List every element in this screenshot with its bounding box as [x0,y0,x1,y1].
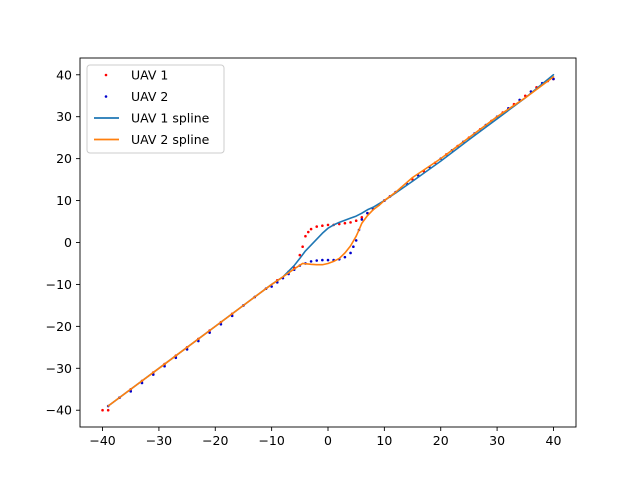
uav-1-point [315,225,319,228]
uav-1-point [343,221,347,225]
x-tick-label: −20 [202,433,228,448]
uav-1-point [360,216,364,219]
uav-2-point [326,258,330,262]
legend-box [86,64,225,154]
uav-1-point [304,234,307,238]
y-tick-label: 20 [56,151,72,166]
legend: UAV 1 UAV 2 UAV 1 spline UAV 2 spline [86,64,225,154]
uav-2-point [343,255,347,259]
uav-2-point [360,218,364,221]
uav-2-point [354,239,358,242]
uav-1-point [354,219,358,222]
uav-2-point [349,251,352,255]
legend-marker-uav-1 [104,73,108,77]
uav-1-point [298,253,302,257]
y-tick-label: 40 [56,67,72,82]
uav-2-point [366,211,369,215]
uav-2-point [309,260,313,263]
y-tick-label: 30 [56,109,72,124]
y-tick-label: −40 [46,403,72,418]
y-tick-label: 10 [56,193,72,208]
uav-2-point [321,258,324,262]
y-tick-label: −20 [46,319,72,334]
uav-1-point [306,230,310,234]
y-tick-label: 0 [64,235,72,250]
plot-clip-group [101,73,555,412]
y-tick-label: −30 [46,361,72,376]
uav-1-point [101,408,104,412]
uav-2-spline-line [107,76,555,407]
x-tick-label: 30 [489,433,505,448]
y-tick-label: −10 [46,277,72,292]
x-tick-label: 40 [546,433,562,448]
x-tick-label: −10 [258,433,284,448]
uav-1-point [321,224,324,228]
legend-label: UAV 2 spline [131,132,210,147]
uav-1-point [106,408,110,412]
uav-1-point [349,221,352,224]
axes: −40 −30 −20 −10 0 10 20 30 40 −40 −30 −20 −10 0 10 20 30… [46,57,577,448]
uav-2-point [352,245,355,248]
legend-label: UAV 1 [131,68,168,83]
x-tick-label: 0 [324,433,332,448]
plot-area [101,73,555,412]
uav-1-point [309,227,313,231]
x-tick-label: 10 [376,433,392,448]
x-tick-label: −30 [146,433,172,448]
legend-label: UAV 2 [131,89,168,104]
x-tick-label: −40 [89,433,115,448]
x-tick-label: 20 [433,433,449,448]
legend-marker-uav-2 [104,95,108,98]
uav-1-point [326,223,330,227]
uav-1-point [301,245,304,248]
uav-2-point [315,259,319,262]
legend-label: UAV 1 spline [131,111,210,126]
